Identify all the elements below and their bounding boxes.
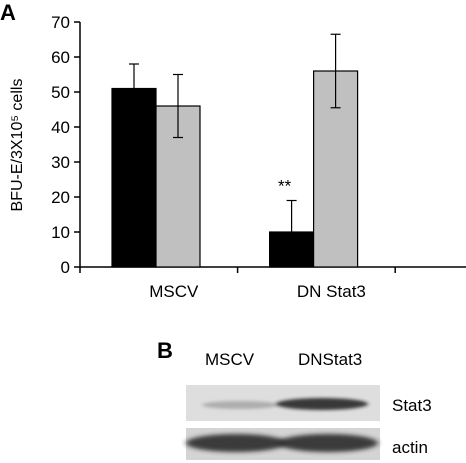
y-ticks: 0 10 20 30 40 50 60 70 bbox=[51, 13, 80, 277]
blot-row-label-stat3: Stat3 bbox=[392, 396, 432, 415]
significance-annotation-0: ** bbox=[278, 177, 292, 196]
y-tick-label-20: 20 bbox=[51, 188, 70, 207]
y-tick-label-0: 0 bbox=[61, 258, 70, 277]
y-tick-label-50: 50 bbox=[51, 83, 70, 102]
band-stat3-dnstat3 bbox=[276, 398, 368, 410]
band-actin-dnstat3 bbox=[278, 434, 378, 452]
lane-label-dnstat3: DNStat3 bbox=[298, 350, 362, 369]
panel-a-label: A bbox=[0, 0, 16, 25]
category-label-dn-stat3: DN Stat3 bbox=[297, 282, 366, 301]
x-ticks bbox=[79, 267, 396, 273]
category-labels: MSCV DN Stat3 bbox=[149, 282, 366, 301]
bars bbox=[111, 70, 359, 268]
category-label-mscv: MSCV bbox=[149, 282, 199, 301]
error-bars bbox=[129, 33, 341, 265]
bar-chart: 0 10 20 30 40 50 60 70 MSCV DN Stat3 ** BFU-E/3X… bbox=[9, 13, 466, 301]
annotations: ** bbox=[278, 177, 292, 196]
blot-row-label-actin: actin bbox=[392, 438, 428, 457]
y-tick-label-30: 30 bbox=[51, 153, 70, 172]
y-axis-label: BFU-E/3X10⁵ cells bbox=[9, 79, 26, 212]
band-actin-mscv bbox=[186, 434, 286, 452]
y-tick-label-70: 70 bbox=[51, 13, 70, 32]
y-tick-label-40: 40 bbox=[51, 118, 70, 137]
y-tick-label-10: 10 bbox=[51, 223, 70, 242]
y-tick-label-60: 60 bbox=[51, 48, 70, 67]
western-blot: MSCV DNStat3 Stat3 actin bbox=[186, 350, 432, 460]
bar-mscv-series1 bbox=[155, 105, 201, 268]
panel-b-label: B bbox=[157, 338, 173, 363]
lane-label-mscv: MSCV bbox=[205, 350, 255, 369]
bar-mscv-series0 bbox=[111, 87, 157, 268]
band-stat3-mscv bbox=[202, 401, 278, 409]
